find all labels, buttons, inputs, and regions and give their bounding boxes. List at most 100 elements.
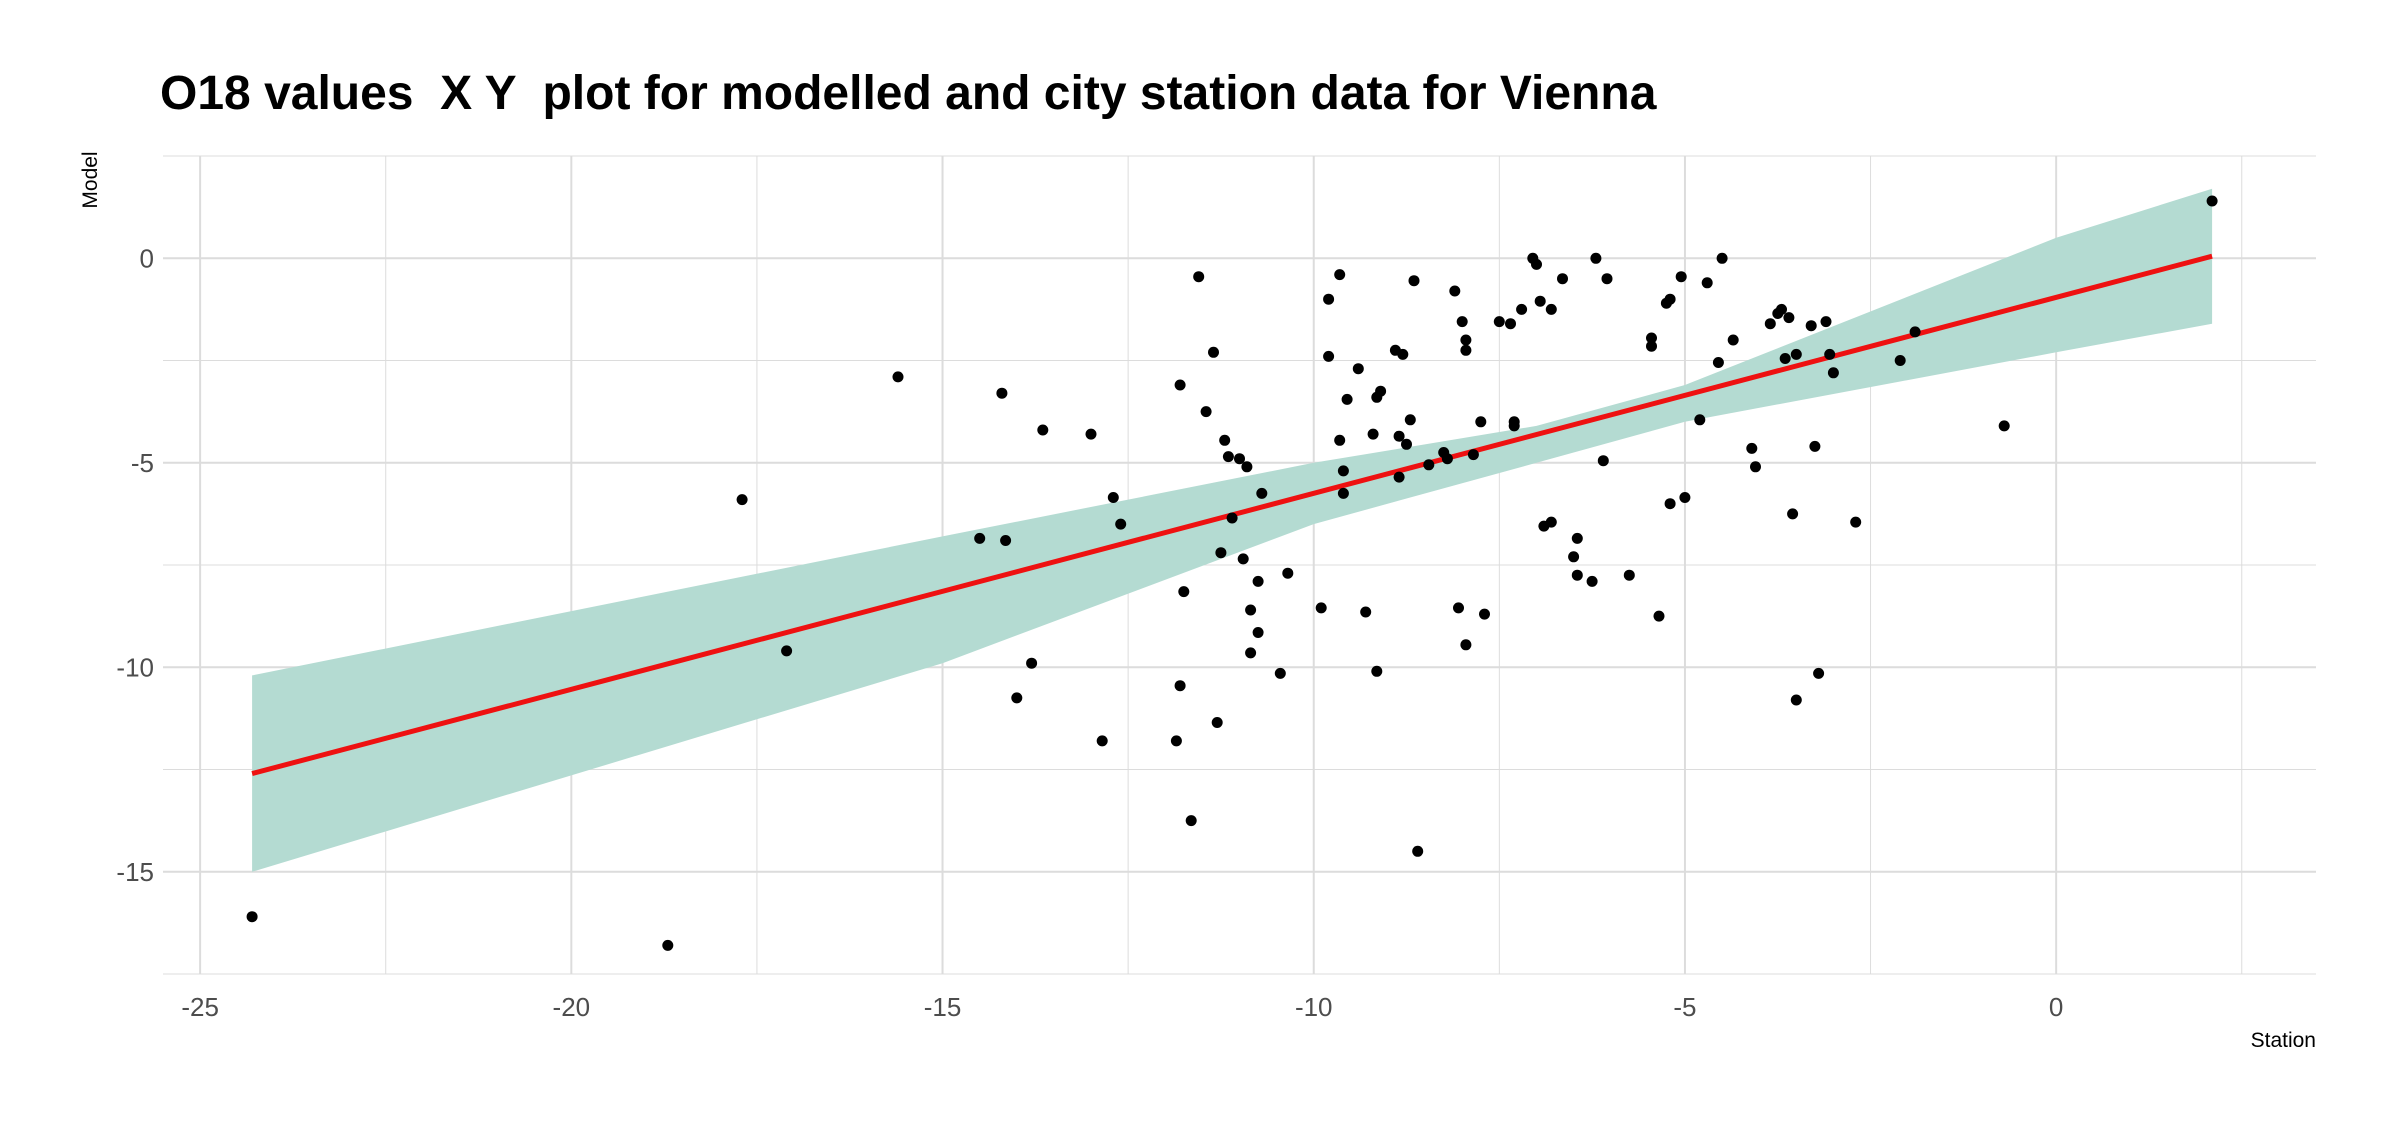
data-point [1337,465,1349,477]
data-point [662,939,674,951]
data-point [1493,316,1505,328]
data-point [1805,320,1817,332]
data-point [1449,285,1461,297]
data-point [781,645,793,657]
data-point [1601,273,1613,285]
data-point [1274,667,1286,679]
data-point [1011,692,1023,704]
data-point [1178,586,1190,598]
data-point [1701,277,1713,289]
data-point [1712,357,1724,368]
data-point [1211,717,1223,728]
data-point [1256,487,1268,499]
data-point [2206,195,2218,207]
data-point [1505,318,1516,330]
data-point [736,494,748,506]
data-point [1193,271,1205,283]
data-point [1393,430,1405,442]
y-tick-label: -15 [116,857,154,887]
y-axis-tick-labels: -15 -10 -5 0 [116,243,154,887]
data-point [1000,535,1012,546]
data-point [1467,449,1479,461]
x-tick-label: -5 [1673,992,1696,1022]
data-point [1646,340,1657,352]
data-point [1750,461,1761,473]
y-tick-label: -10 [116,652,154,682]
data-point [1397,348,1409,360]
data-point [1679,492,1691,503]
data-point [1237,553,1249,565]
data-point [1456,316,1468,328]
data-point [246,911,258,923]
data-point [1516,303,1528,315]
data-point [1170,735,1182,747]
x-tick-label: -25 [181,992,219,1022]
y-tick-label: 0 [140,243,154,273]
data-point [1787,508,1799,520]
data-point [1623,569,1635,581]
data-point [1341,393,1353,405]
y-tick-label: -5 [131,448,154,478]
data-point [1208,346,1219,358]
data-point [1441,453,1453,465]
data-point [1245,604,1257,616]
data-point [1367,428,1379,440]
data-point [1282,567,1294,579]
data-point [1534,295,1546,307]
data-point [1568,551,1580,563]
data-point [1423,459,1435,471]
data-point [1746,442,1758,454]
x-tick-label: 0 [2049,992,2063,1022]
data-point [1586,575,1598,587]
data-point [1315,602,1327,614]
data-point [1219,434,1231,446]
data-point [1337,487,1349,499]
data-point [1037,424,1049,436]
data-point [1401,438,1412,450]
data-point [1894,355,1906,366]
data-point [1790,694,1802,706]
data-point [1200,406,1212,418]
data-point [1234,453,1245,465]
data-point [1646,332,1657,344]
y-axis-title: Model [79,151,102,208]
data-point [1727,334,1739,346]
data-point [1245,647,1257,659]
data-point [1252,627,1264,638]
x-tick-label: -10 [1295,992,1333,1022]
confidence-band-layer [252,188,2213,872]
data-point [1085,428,1097,440]
data-point [1824,348,1836,360]
data-point [1508,420,1520,432]
data-point [1404,414,1416,426]
data-point [1226,512,1238,524]
data-point [1597,455,1609,467]
data-point [974,532,986,544]
data-point [1174,379,1186,391]
data-point [1764,318,1776,330]
data-point [1460,344,1472,356]
data-points-layer [246,195,2218,951]
data-point [1694,414,1706,426]
data-point [1185,815,1197,827]
data-point [996,387,1008,399]
data-point [1813,667,1825,679]
x-tick-label: -20 [553,992,591,1022]
x-tick-label: -15 [924,992,962,1022]
x-axis-title: Station [2251,1029,2316,1052]
data-point [1675,271,1687,283]
data-point [1222,451,1234,463]
data-point [1779,353,1791,364]
data-point [1215,547,1227,559]
data-point [1323,293,1335,305]
data-point [1590,252,1602,264]
data-point [1531,258,1542,270]
data-point [1408,275,1420,287]
data-point [892,371,904,383]
data-point [1453,602,1464,614]
data-point [1909,326,1921,338]
data-point [1664,498,1676,510]
confidence-band [252,188,2213,872]
data-point [1241,461,1253,473]
